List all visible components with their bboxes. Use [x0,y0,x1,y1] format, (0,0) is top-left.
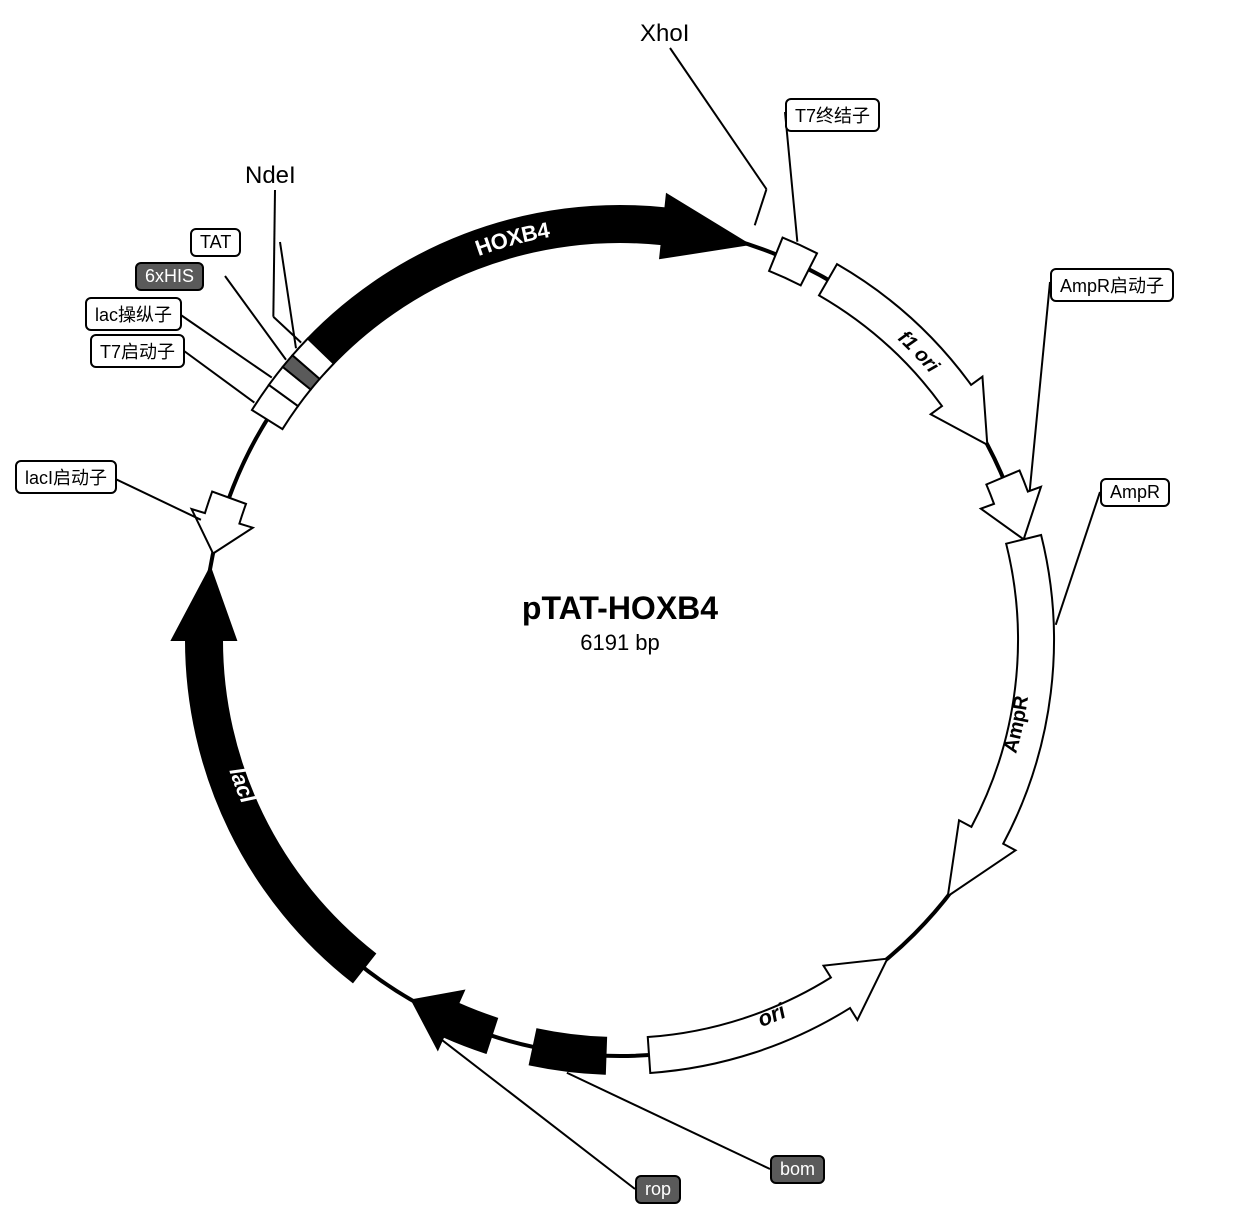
callout-laciprom: lacI启动子 [15,460,117,494]
callout-rop: rop [635,1175,681,1204]
callout-tat: TAT [190,228,241,257]
callout-lacop: lac操纵子 [85,297,182,331]
restriction-site-xhoi: XhoI [640,20,689,48]
callout-line-ampr_lbl [1056,492,1100,625]
callout-t7term: T7终结子 [785,98,880,132]
segment-hoxb4 [297,194,748,373]
restriction-site-ndei: NdeI [245,162,296,190]
segment-f1ori [819,264,987,445]
callout-line-tat [280,242,296,348]
callout-line-t7prom [180,348,254,403]
segment-laci_prom_arrow [192,492,253,554]
callout-line-bom [567,1073,770,1169]
callout-t7prom: T7启动子 [90,334,185,368]
segment-bom_block [530,1029,606,1073]
callout-6xhis: 6xHIS [135,262,204,291]
plasmid-size: 6191 bp [470,630,770,656]
callout-bom: bom [770,1155,825,1184]
callout-ampr_lbl: AmpR [1100,478,1170,507]
segment-laci [172,568,375,982]
segment-ampr [948,535,1054,896]
callout-line-6xhis [225,276,286,360]
segment-t7_term_block [769,238,817,286]
plasmid-name: pTAT-HOXB4 [470,590,770,627]
callout-line-amprprom [1030,282,1050,491]
segment-ampr_prom_arrow [981,470,1041,539]
segment-rop_block [412,991,497,1053]
callout-line-laciprom [105,474,201,520]
callout-amprprom: AmpR启动子 [1050,268,1174,302]
